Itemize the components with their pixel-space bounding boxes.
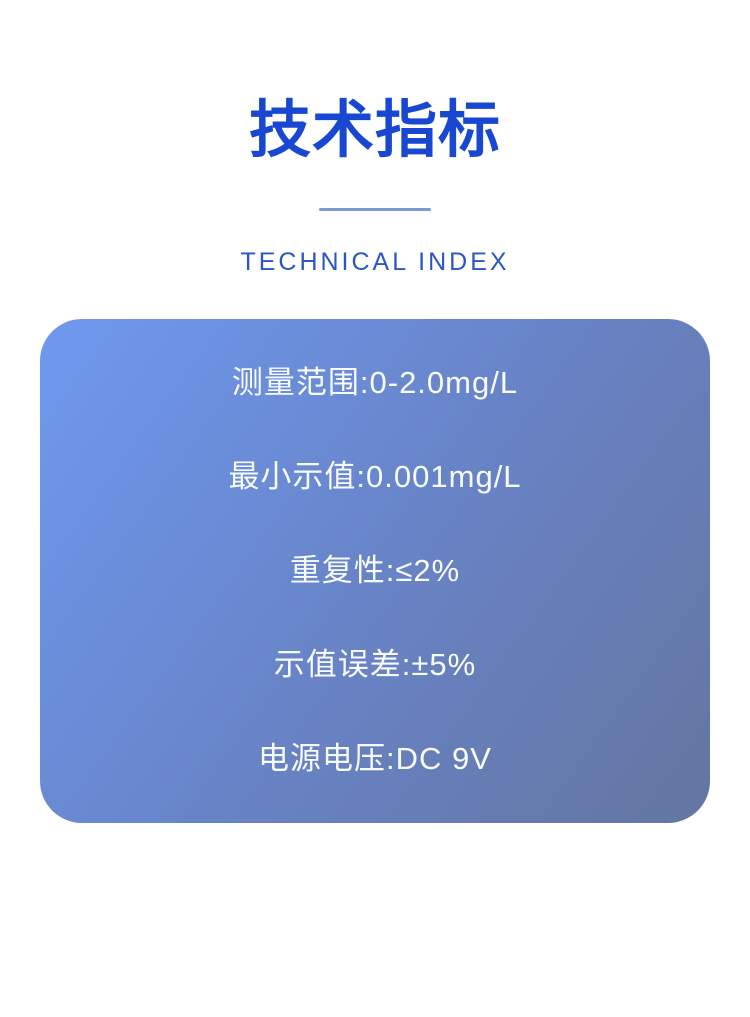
- spec-row-measurement-range: 测量范围:0-2.0mg/L: [231, 364, 519, 400]
- spec-row-repeatability: 重复性:≤2%: [289, 552, 461, 588]
- spec-row-power-voltage: 电源电压:DC 9V: [258, 740, 492, 776]
- page-title: 技术指标: [248, 96, 501, 165]
- title-divider: [319, 208, 431, 211]
- technical-index-page: 技术指标 TECHNICAL INDEX 测量范围:0-2.0mg/L 最小示值…: [0, 100, 750, 1017]
- spec-card: 测量范围:0-2.0mg/L 最小示值:0.001mg/L 重复性:≤2% 示值…: [40, 319, 710, 823]
- spec-row-minimum-reading: 最小示值:0.001mg/L: [228, 458, 522, 494]
- spec-row-indication-error: 示值误差:±5%: [273, 646, 477, 682]
- page-subtitle: TECHNICAL INDEX: [240, 248, 510, 276]
